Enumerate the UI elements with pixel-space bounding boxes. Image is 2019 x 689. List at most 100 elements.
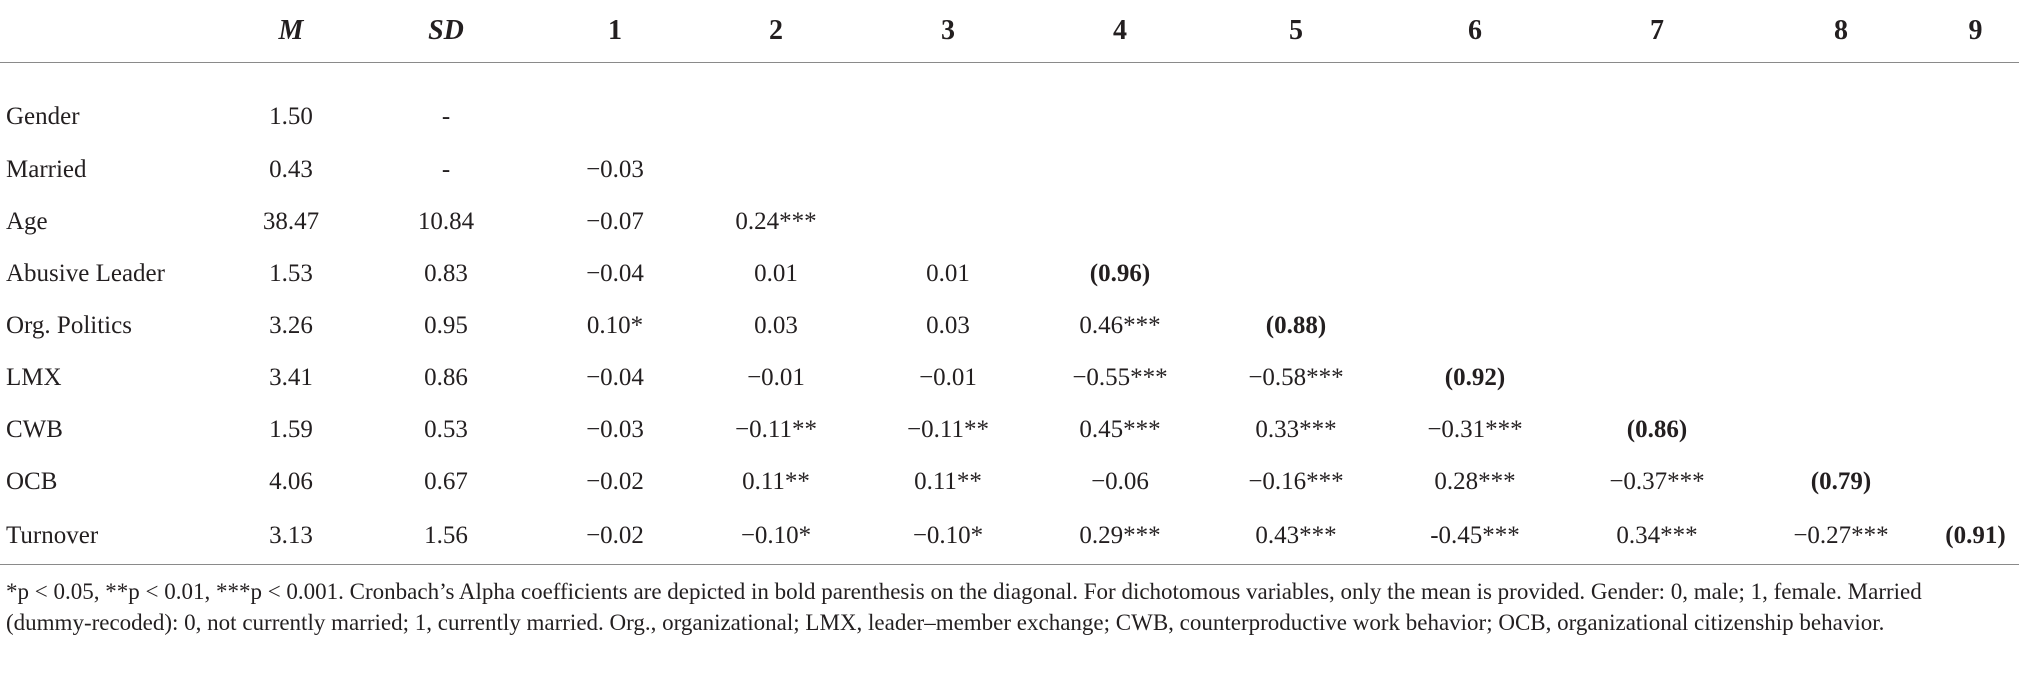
correlation-cell (1750, 62, 1932, 144)
correlation-cell (690, 144, 862, 196)
correlation-cell (1206, 196, 1386, 248)
correlation-cell (690, 62, 862, 144)
correlation-cell: −0.16*** (1248, 468, 1344, 495)
header-variable (0, 0, 230, 63)
correlation-cell (862, 144, 1034, 196)
table-body: Gender 1.50 - Married 0.43 - −0.03 Age 38.47 10.8… (0, 62, 2019, 565)
correlation-cell (1932, 62, 2019, 144)
correlation-cell (1750, 144, 1932, 196)
alpha-diagonal-cell: (0.92) (1444, 364, 1506, 391)
correlation-cell (1564, 144, 1750, 196)
mean-cell: 1.50 (269, 103, 313, 131)
table-row: Gender 1.50 - (0, 62, 2019, 144)
header-col-9: 9 (1932, 0, 2019, 63)
correlation-cell (862, 62, 1034, 144)
correlation-cell (1386, 248, 1564, 300)
mean-cell: 38.47 (262, 208, 320, 235)
correlation-cell: 0.01 (754, 260, 798, 287)
header-col-1: 1 (540, 0, 690, 63)
correlation-cell (1932, 196, 2019, 248)
table-row: Org. Politics 3.26 0.95 0.10* 0.03 0.03 0.46**… (0, 300, 2019, 352)
table-row: Turnover 3.13 1.56 −0.02 −0.10* −0.10* 0.29***… (0, 508, 2019, 565)
correlation-cell (1386, 196, 1564, 248)
header-col-4: 4 (1034, 0, 1206, 63)
header-mean: M (230, 0, 352, 63)
correlation-cell (1750, 352, 1932, 404)
correlation-cell: −0.04 (586, 260, 644, 287)
correlation-cell: 0.03 (926, 312, 970, 339)
correlation-cell (1750, 248, 1932, 300)
header-col-2: 2 (690, 0, 862, 63)
correlation-cell: 0.45*** (1079, 416, 1161, 443)
correlation-cell: 0.10* (586, 312, 644, 339)
row-variable-label: Married (6, 156, 87, 183)
alpha-diagonal-cell: (0.91) (1932, 508, 2019, 565)
correlation-cell: −0.02 (540, 508, 690, 565)
table-row: LMX 3.41 0.86 −0.04 −0.01 −0.01 −0.55*** −0.58*… (0, 352, 2019, 404)
correlation-cell (1750, 196, 1932, 248)
correlation-cell: 0.29*** (1034, 508, 1206, 565)
correlation-cell: −0.01 (919, 364, 977, 391)
correlation-cell (1206, 144, 1386, 196)
row-variable-label: Turnover (0, 508, 230, 565)
header-col-3: 3 (862, 0, 1034, 63)
header-sd: SD (352, 0, 540, 63)
table-row: Abusive Leader 1.53 0.83 −0.04 0.01 0.01 (0.96… (0, 248, 2019, 300)
sd-cell: 0.67 (424, 468, 468, 495)
correlation-cell: 0.11** (914, 468, 982, 495)
correlation-cell (1932, 300, 2019, 352)
row-variable-label: Org. Politics (6, 312, 132, 339)
correlation-cell: −0.31*** (1427, 416, 1523, 443)
header-col-6: 6 (1386, 0, 1564, 63)
correlation-cell: 0.28*** (1434, 468, 1516, 495)
row-variable-label: Abusive Leader (6, 260, 165, 287)
mean-cell: 3.41 (269, 364, 313, 391)
sd-cell: 0.53 (424, 416, 468, 443)
correlation-cell: −0.55*** (1072, 364, 1168, 391)
correlation-cell (1386, 62, 1564, 144)
header-row: M SD 1 2 3 4 5 6 7 8 9 (0, 0, 2019, 63)
correlation-cell: 0.24*** (735, 208, 817, 235)
correlation-table: M SD 1 2 3 4 5 6 7 8 9 Gender 1.50- Marrie… (0, 0, 2019, 565)
mean-cell: 3.13 (230, 508, 352, 565)
table-row: Age 38.47 10.84 −0.07 0.24*** (0, 196, 2019, 248)
correlation-cell (862, 196, 1034, 248)
row-variable-label: Age (6, 208, 48, 235)
alpha-diagonal-cell: (0.79) (1810, 468, 1872, 495)
alpha-diagonal-cell: (0.96) (1089, 260, 1151, 287)
correlation-cell (540, 62, 690, 144)
correlation-cell: -0.45*** (1386, 508, 1564, 565)
correlation-cell: −0.03 (586, 416, 644, 443)
table-row: OCB 4.06 0.67 −0.02 0.11** 0.11** −0.06 −0.16**… (0, 456, 2019, 508)
correlation-cell: 0.33*** (1255, 416, 1337, 443)
sd-cell: - (441, 103, 451, 131)
correlation-cell: 0.11** (742, 468, 810, 495)
correlation-cell: −0.37*** (1609, 468, 1705, 495)
mean-cell: 1.53 (269, 260, 313, 287)
sd-cell: 0.86 (424, 364, 468, 391)
correlation-cell (1034, 62, 1206, 144)
mean-cell: 0.43 (269, 156, 313, 183)
correlation-cell: −0.06 (1091, 468, 1149, 495)
correlation-cell (1932, 352, 2019, 404)
correlation-cell (1750, 404, 1932, 456)
correlation-cell (1932, 404, 2019, 456)
correlation-cell (1206, 248, 1386, 300)
correlation-cell (1564, 248, 1750, 300)
correlation-cell: 0.46*** (1079, 312, 1161, 339)
alpha-diagonal-cell: (0.88) (1265, 312, 1327, 339)
correlation-cell: 0.34*** (1564, 508, 1750, 565)
correlation-cell: 0.03 (754, 312, 798, 339)
mean-cell: 3.26 (269, 312, 313, 339)
sd-cell: 1.56 (352, 508, 540, 565)
correlation-cell (1206, 62, 1386, 144)
sd-cell: 0.95 (424, 312, 468, 339)
correlation-cell: −0.04 (586, 364, 644, 391)
mean-cell: 1.59 (269, 416, 313, 443)
correlation-cell (1386, 300, 1564, 352)
row-variable-label: CWB (6, 416, 63, 443)
correlation-cell (1750, 300, 1932, 352)
correlation-cell: 0.43*** (1206, 508, 1386, 565)
correlation-cell (1034, 144, 1206, 196)
header-col-7: 7 (1564, 0, 1750, 63)
